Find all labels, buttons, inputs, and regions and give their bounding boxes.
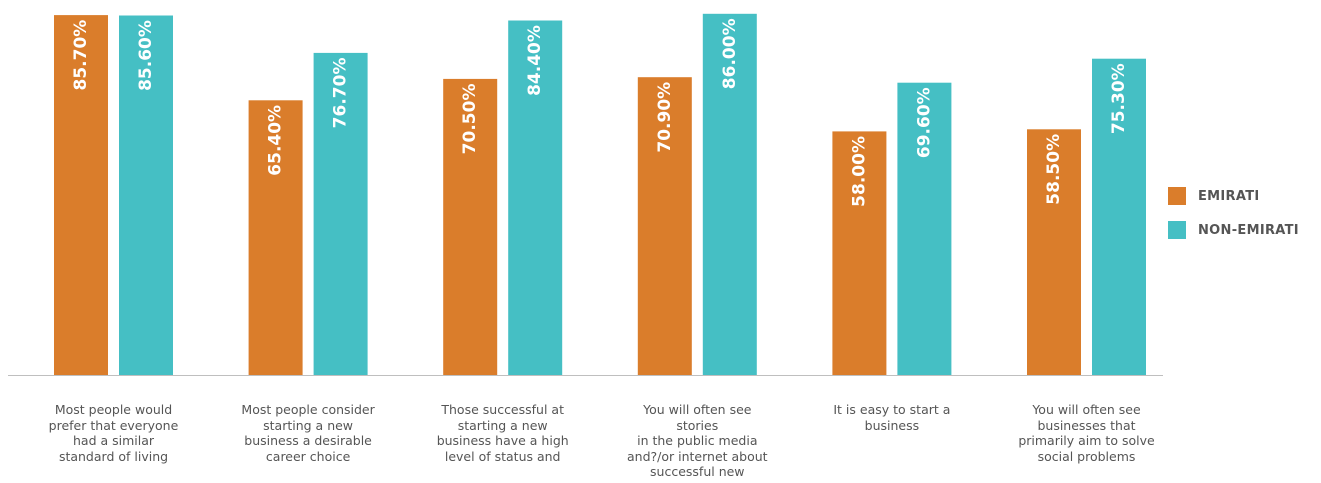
category-label-line: business have a high — [436, 433, 569, 448]
bar-value-label-non-emirati-4: 86.00% — [720, 18, 740, 89]
category-label-line: business a desirable — [244, 433, 372, 448]
bar-value-label-non-emirati-1: 85.60% — [136, 20, 156, 91]
bar-value-label-emirati-2: 65.40% — [266, 105, 286, 176]
bar-value-label-non-emirati-3: 84.40% — [525, 25, 545, 96]
category-label-line: Most people consider — [241, 402, 375, 417]
category-label-line: businesses that — [1037, 417, 1136, 433]
bar-emirati-1 — [54, 15, 108, 375]
bar-value-label-emirati-6: 58.50% — [1044, 134, 1064, 205]
category-label-line: Those successful at — [441, 402, 564, 417]
bar-value-label-non-emirati-2: 76.70% — [331, 57, 351, 128]
category-label-line: and?/or internet about — [627, 448, 768, 464]
bars-group: 85.70% 85.60% 65.40% 76.70% 70.50% 84.40% 70.9… — [54, 13, 1146, 376]
category-label-1: Most people would prefer that everyone had… — [39, 402, 189, 464]
legend-label-non-emirati: NON-EMIRATI — [1198, 222, 1299, 238]
legend-item-non-emirati: NON-EMIRATI — [1168, 220, 1299, 240]
bar-value-label-emirati-1: 85.70% — [71, 20, 91, 91]
bar-value-label-non-emirati-6: 75.30% — [1109, 63, 1129, 134]
bar-emirati-6 — [1027, 129, 1081, 375]
bar-emirati-2 — [248, 100, 303, 376]
category-label-2: Most people consider starting a new busine… — [233, 402, 383, 464]
category-label-5: It is easy to start a business — [817, 402, 967, 433]
bar-emirati-5 — [832, 131, 887, 375]
category-label-line: level of status and — [444, 448, 561, 464]
category-label-line: career choice — [265, 448, 351, 464]
bar-emirati-3 — [443, 78, 498, 376]
bar-non-emirati-5 — [897, 82, 952, 375]
category-label-line: social problems — [1037, 448, 1136, 464]
category-label-line: successful new — [650, 464, 745, 479]
bar-value-label-emirati-3: 70.50% — [460, 83, 480, 154]
legend-swatch-non-emirati — [1168, 221, 1186, 239]
category-label-3: Those successful at starting a new busines… — [428, 402, 578, 464]
bar-non-emirati-4 — [702, 13, 757, 376]
bar-non-emirati-6 — [1092, 58, 1146, 375]
category-label-4: You will often see stories in the public … — [622, 402, 772, 480]
category-label-line: It is easy to start a — [833, 402, 951, 417]
category-label-6: You will often see businesses that primari… — [1012, 402, 1162, 464]
bar-value-label-emirati-5: 58.00% — [849, 136, 869, 207]
category-label-line: prefer that everyone — [48, 417, 179, 433]
bar-emirati-4 — [637, 77, 692, 375]
bar-value-label-emirati-4: 70.90% — [655, 82, 675, 153]
category-label-line: starting a new — [457, 417, 548, 433]
legend-item-emirati: EMIRATI — [1168, 186, 1299, 206]
category-label-line: standard of living — [58, 448, 169, 464]
bar-non-emirati-1 — [119, 15, 173, 375]
legend: EMIRATI NON-EMIRATI — [1168, 186, 1299, 254]
bar-non-emirati-2 — [313, 52, 368, 376]
legend-swatch-emirati — [1168, 187, 1186, 205]
category-label-line: business — [864, 417, 920, 433]
category-label-line: starting a new — [263, 417, 354, 433]
legend-label-emirati: EMIRATI — [1198, 188, 1260, 204]
bar-value-label-non-emirati-5: 69.60% — [914, 87, 934, 158]
category-label-line: Most people would — [54, 402, 173, 417]
bar-non-emirati-3 — [508, 20, 563, 375]
category-label-line: primarily aim to solve — [1018, 433, 1155, 448]
category-label-line: had a similar — [72, 433, 155, 448]
category-label-line: You will often see — [1032, 402, 1141, 417]
category-label-line: You will often see stories — [643, 402, 752, 433]
category-label-line: in the public media — [637, 433, 758, 448]
